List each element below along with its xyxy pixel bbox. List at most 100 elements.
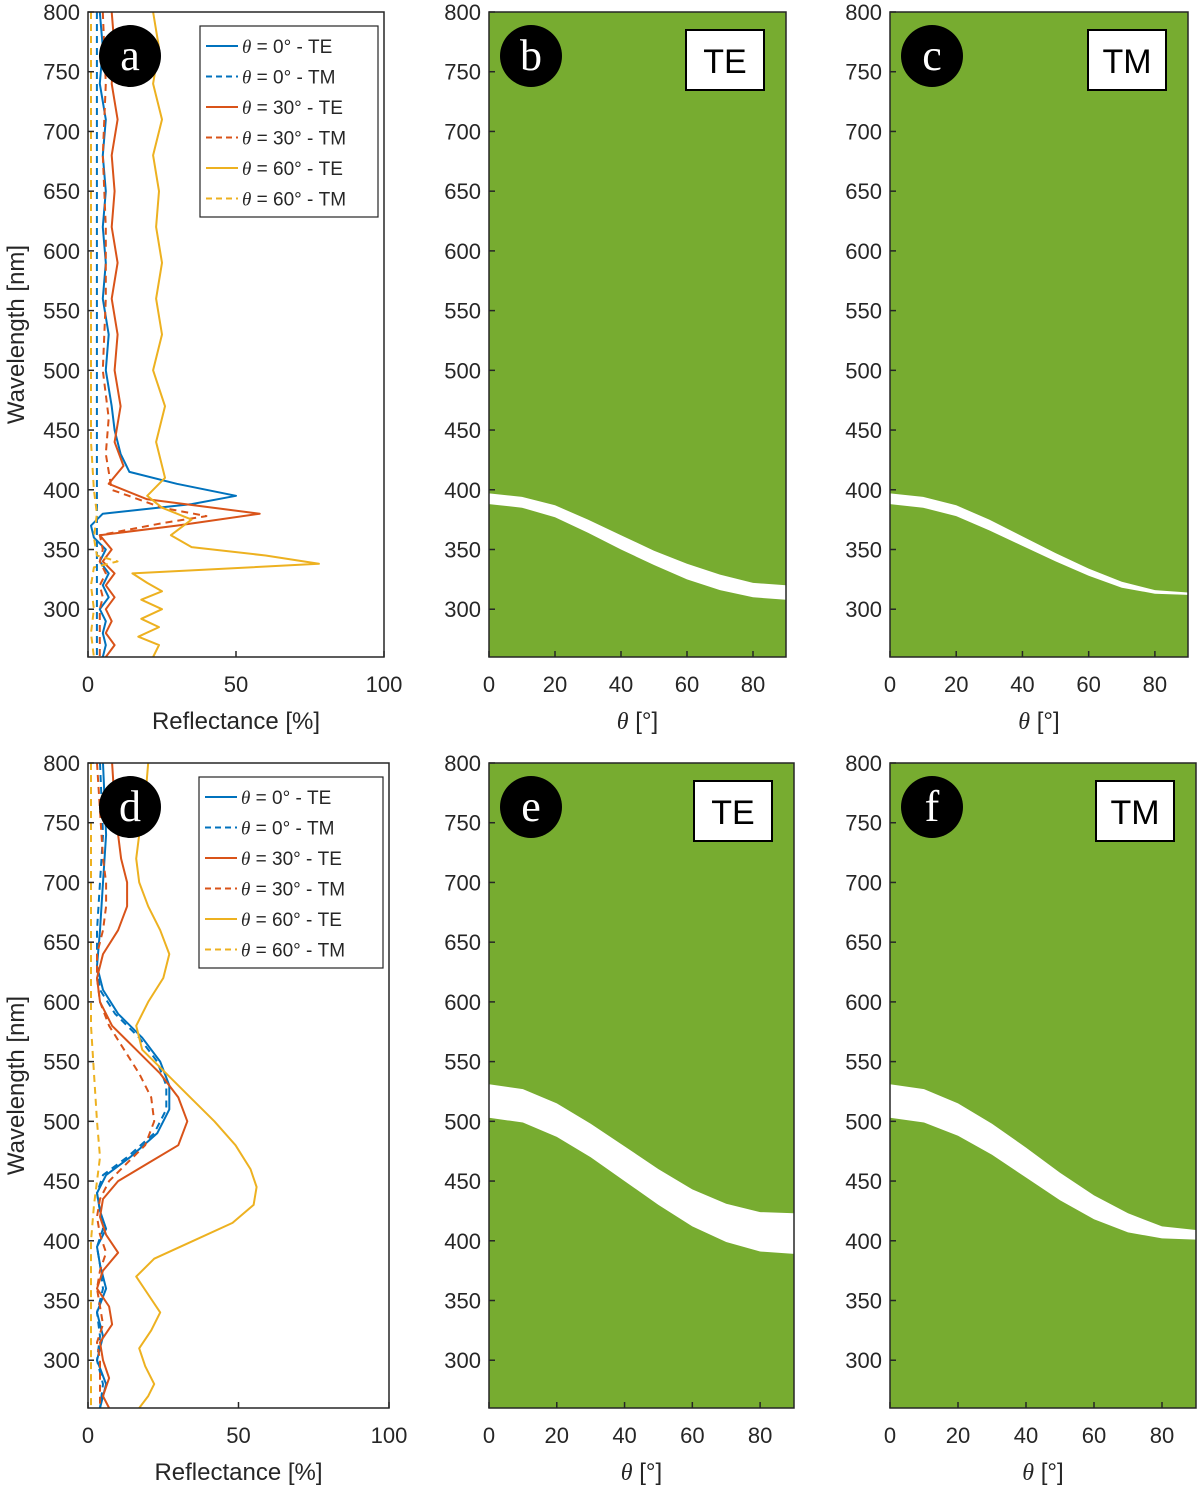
panel-letter: a — [120, 31, 140, 80]
y-tick-label: 350 — [845, 1289, 882, 1314]
x-tick-label: 40 — [1014, 1423, 1038, 1448]
y-tick-label: 800 — [43, 0, 80, 25]
x-axis-label: θ [°] — [617, 708, 658, 735]
y-tick-label: 800 — [845, 751, 882, 776]
y-tick-label: 450 — [43, 418, 80, 443]
legend-entry-4: θ = 60° - TE — [241, 910, 342, 931]
y-tick-label: 700 — [444, 870, 481, 895]
heatmap-background — [489, 763, 794, 1408]
y-tick-label: 350 — [444, 538, 481, 563]
x-tick-label: 60 — [1082, 1423, 1106, 1448]
y-tick-label: 300 — [444, 597, 481, 622]
x-axis-label: θ [°] — [1022, 1459, 1063, 1486]
panel-badge — [99, 25, 161, 87]
y-tick-label: 350 — [43, 1289, 80, 1314]
panel-badge — [500, 776, 562, 838]
x-axis-label: Reflectance [%] — [154, 1459, 322, 1486]
polarization-label: TM — [1110, 794, 1159, 832]
panel-letter: b — [520, 31, 542, 80]
x-tick-label: 100 — [366, 672, 403, 697]
y-tick-label: 800 — [444, 0, 481, 25]
panel-letter: c — [922, 31, 942, 80]
polarization-box — [685, 29, 765, 91]
y-tick-label: 600 — [43, 239, 80, 264]
y-tick-label: 800 — [444, 751, 481, 776]
y-tick-label: 700 — [444, 119, 481, 144]
x-tick-label: 0 — [483, 672, 495, 697]
reflection-band — [890, 1084, 1196, 1240]
axes-frame — [889, 762, 1197, 1409]
y-tick-label: 450 — [845, 418, 882, 443]
y-tick-label: 800 — [43, 751, 80, 776]
panel-a: 300 350 400 450 500 550 600 650 700 750 800 0 50 100 R… — [3, 0, 402, 735]
y-tick-label: 500 — [43, 358, 80, 383]
series-line-0 — [90, 11, 237, 658]
series-line-5 — [90, 12, 119, 658]
reflection-band — [489, 1084, 794, 1254]
x-tick-label: 20 — [545, 1423, 569, 1448]
x-tick-label: 40 — [1010, 672, 1034, 697]
heatmap-background — [890, 763, 1196, 1408]
y-tick-label: 550 — [845, 1050, 882, 1075]
x-tick-label: 50 — [226, 1423, 250, 1448]
y-tick-label: 600 — [845, 239, 882, 264]
series-line-2 — [98, 11, 261, 658]
y-tick-label: 550 — [43, 299, 80, 324]
x-tick-label: 0 — [82, 1423, 94, 1448]
y-tick-label: 550 — [444, 299, 481, 324]
panel-badge — [901, 776, 963, 838]
y-tick-label: 500 — [43, 1109, 80, 1134]
y-tick-label: 500 — [444, 358, 481, 383]
polarization-label: TE — [711, 794, 754, 832]
legend: θ = 0° - TE θ = 0° - TM θ = 30° - TE θ = 30… — [198, 776, 384, 969]
x-tick-label: 80 — [741, 672, 765, 697]
legend-entry-2: θ = 30° - TE — [241, 849, 342, 870]
y-tick-label: 500 — [444, 1109, 481, 1134]
series-line-1 — [96, 762, 168, 1409]
y-tick-label: 300 — [43, 597, 80, 622]
y-tick-label: 600 — [845, 990, 882, 1015]
polarization-box — [1087, 29, 1167, 91]
legend-entry-3: θ = 30° - TM — [241, 880, 345, 901]
panel-f: 300 350 400 450 500 550 600 650 700 750 800 0 20 40 60… — [845, 751, 1197, 1486]
y-tick-label: 650 — [444, 179, 481, 204]
series-line-3 — [98, 11, 208, 657]
y-tick-label: 550 — [43, 1050, 80, 1075]
y-tick-label: 750 — [845, 811, 882, 836]
legend-entry-3: θ = 30° - TM — [242, 129, 346, 150]
y-axis-label: Wavelength [nm] — [3, 245, 30, 424]
y-tick-label: 700 — [43, 870, 80, 895]
x-axis-label: θ [°] — [1018, 708, 1059, 735]
series-line-3 — [96, 762, 156, 1408]
legend: θ = 0° - TE θ = 0° - TM θ = 30° - TE θ = 30… — [199, 25, 379, 218]
y-tick-label: 600 — [444, 239, 481, 264]
y-tick-label: 750 — [444, 60, 481, 85]
axes-frame — [889, 11, 1189, 658]
legend-entry-2: θ = 30° - TE — [242, 98, 343, 119]
x-tick-label: 80 — [1150, 1423, 1174, 1448]
y-tick-label: 750 — [845, 60, 882, 85]
y-tick-label: 300 — [845, 597, 882, 622]
y-tick-label: 500 — [845, 1109, 882, 1134]
panel-c: 300 350 400 450 500 550 600 650 700 750 800 0 20 40 60… — [845, 0, 1189, 735]
x-tick-label: 40 — [609, 672, 633, 697]
panel-d: 300 350 400 450 500 550 600 650 700 750 800 0 50 100 R… — [3, 751, 407, 1486]
series-line-4 — [131, 11, 320, 658]
heatmap-background — [890, 12, 1188, 657]
y-tick-label: 350 — [845, 538, 882, 563]
panel-letter: e — [521, 782, 541, 831]
x-tick-label: 50 — [224, 672, 248, 697]
legend-entry-5: θ = 60° - TM — [242, 190, 346, 211]
polarization-label: TE — [703, 43, 746, 81]
y-tick-label: 750 — [444, 811, 481, 836]
x-tick-label: 0 — [483, 1423, 495, 1448]
panel-badge — [901, 25, 963, 87]
panel-b: 300 350 400 450 500 550 600 650 700 750 800 0 20 40 60… — [444, 0, 787, 735]
y-tick-label: 650 — [845, 930, 882, 955]
y-tick-label: 750 — [43, 60, 80, 85]
y-tick-label: 350 — [43, 538, 80, 563]
legend-entry-4: θ = 60° - TE — [242, 159, 343, 180]
y-tick-label: 700 — [43, 119, 80, 144]
axes-frame — [488, 762, 795, 1409]
